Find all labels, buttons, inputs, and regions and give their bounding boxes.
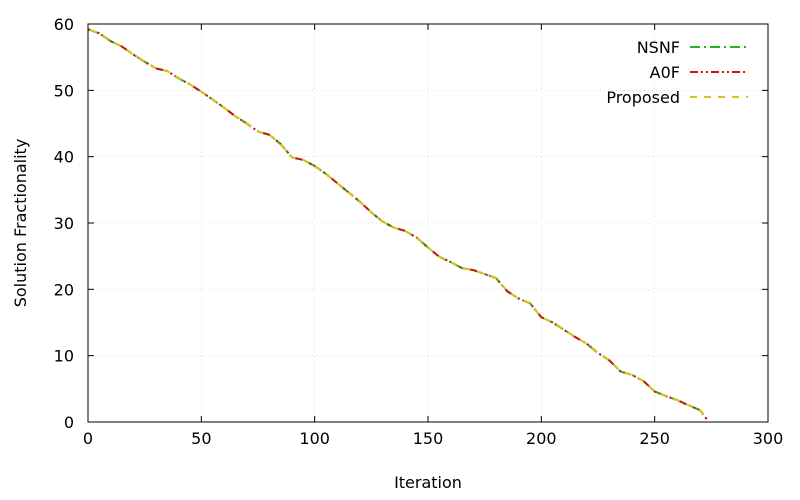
y-tick-label: 60 (54, 15, 74, 34)
series-line-proposed (87, 28, 708, 420)
x-tick-label: 150 (413, 429, 444, 448)
axis-ticks: 0 50 100 150 200 250 300 0 10 20 30 40 50 60 (54, 15, 784, 448)
x-tick-label: 0 (83, 429, 93, 448)
x-tick-label: 100 (299, 429, 330, 448)
y-tick-label: 20 (54, 280, 74, 299)
x-axis-label: Iteration (394, 473, 462, 492)
series-lines (87, 28, 708, 420)
y-axis-label: Solution Fractionality (11, 139, 30, 308)
x-tick-label: 300 (753, 429, 784, 448)
y-tick-label: 10 (54, 347, 74, 366)
x-tick-label: 200 (526, 429, 557, 448)
y-tick-label: 0 (64, 413, 74, 432)
legend-label-proposed: Proposed (606, 88, 680, 107)
legend-label-nsnf: NSNF (637, 38, 680, 57)
legend-label-a0f: A0F (650, 63, 680, 82)
y-tick-label: 40 (54, 148, 74, 167)
x-tick-label: 250 (639, 429, 670, 448)
series-line-a0f (87, 28, 708, 420)
x-tick-label: 50 (191, 429, 211, 448)
grid (88, 24, 768, 422)
y-tick-label: 30 (54, 214, 74, 233)
y-tick-label: 50 (54, 81, 74, 100)
legend: NSNF A0F Proposed (606, 38, 748, 107)
